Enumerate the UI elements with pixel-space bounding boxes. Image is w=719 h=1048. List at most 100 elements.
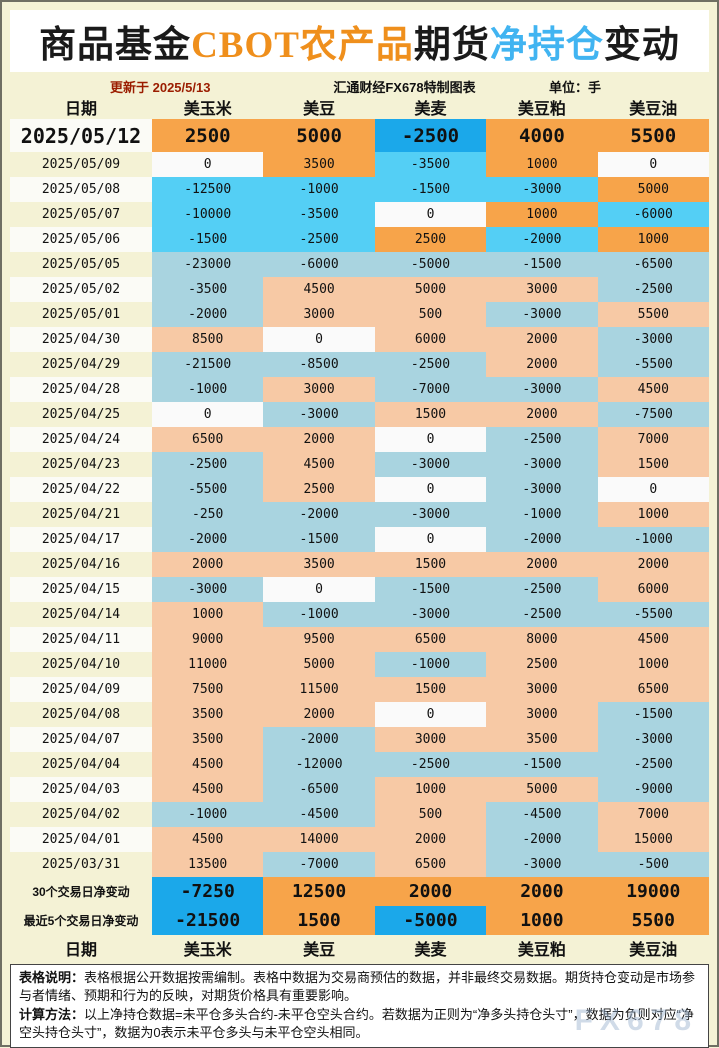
table-row: 2025/04/22 -5500 2500 0 -3000 0 [10,477,709,502]
calc-method-note: 计算方法：以上净持仓数据=未平仓多头合约-未平仓空头合约。若数据为正则为“净多头… [19,1006,700,1043]
summary-value-cell: 2000 [486,877,598,906]
column-header: 美豆 [303,942,336,959]
net-change-cell: -2500 [374,752,487,777]
net-change-cell: 9500 [263,627,375,652]
date-cell: 2025/04/28 [10,377,152,402]
date-cell: 2025/04/08 [41,707,121,722]
column-header: 美麦 [414,942,447,959]
net-change-cell: 6500 [374,852,487,877]
net-change-cell: 2500 [152,119,264,152]
net-change-cell: 3500 [152,702,264,727]
net-change-cell: 2000 [597,552,709,577]
net-change-cell: -1500 [374,577,487,602]
summary-value-cell: 5500 [597,906,709,935]
net-change-cell: -3000 [374,502,487,527]
net-change-cell: 5000 [486,777,598,802]
column-header-row-bottom: 日期 美玉米 美豆 美麦 美豆粕 美豆油 [10,935,709,961]
meta-row: 更新于 2025/5/13 汇通财经FX678特制图表 单位：手 [10,78,709,95]
net-change-cell: 11000 [152,652,264,677]
net-change-cell: 3000 [374,727,487,752]
date-cell: 2025/04/24 [10,427,152,452]
table-row: 2025/04/07 3500 -2000 3000 3500 -3000 [10,727,709,752]
column-header: 日期 [64,942,97,959]
net-change-cell: -1000 [263,602,375,627]
summary-label: 最近5个交易日净变动 [23,914,139,928]
table-row: 2025/05/01 -2000 3000 500 -3000 5500 [10,302,709,327]
net-change-cell: -2000 [486,527,598,552]
date-cell: 2025/04/15 [10,577,152,602]
net-change-cell: -6000 [263,252,375,277]
table-row: 2025/04/28 -1000 3000 -7000 -3000 4500 [10,377,709,402]
date-cell: 2025/04/03 [10,777,152,802]
net-change-cell: 4500 [597,627,709,652]
net-change-cell: -7000 [374,377,487,402]
net-change-cell: 0 [263,327,375,352]
net-change-cell: 4500 [263,277,375,302]
net-change-cell: 5000 [263,652,375,677]
date-cell: 2025/05/05 [41,257,121,272]
net-change-cell: 1500 [374,402,487,427]
net-change-cell: 7500 [152,677,264,702]
net-change-cell: 1000 [374,777,487,802]
net-change-cell: 2000 [374,827,487,852]
net-change-cell: 0 [597,152,709,177]
net-change-cell: -12500 [152,177,264,202]
net-change-cell: 2000 [486,327,598,352]
net-change-cell: -3000 [263,402,375,427]
net-change-cell: 2500 [374,227,487,252]
table-row: 2025/04/16 2000 3500 1500 2000 2000 [10,552,709,577]
net-change-cell: -2000 [152,302,264,327]
net-change-cell: 3500 [263,552,375,577]
table-row: 2025/04/11 9000 9500 6500 8000 4500 [10,627,709,652]
net-change-cell: -23000 [152,252,264,277]
net-change-cell: -1500 [597,702,709,727]
title-segment: 期货 [413,25,490,66]
calc-method-text: 以上净持仓数据=未平仓多头合约-未平仓空头合约。若数据为正则为“净多头持仓头寸”… [19,1006,694,1041]
net-change-cell: 5000 [263,119,375,152]
table-row: 2025/05/06 -1500 -2500 2500 -2000 1000 [10,227,709,252]
net-change-cell: 4500 [152,752,264,777]
net-change-cell: 8500 [152,327,264,352]
net-change-cell: 0 [374,427,487,452]
net-change-cell: -1000 [597,527,709,552]
net-change-cell: -4500 [486,802,598,827]
date-cell: 2025/03/31 [41,857,121,872]
net-change-cell: 4500 [263,452,375,477]
net-change-cell: -2000 [486,227,598,252]
summary-value-cell: 1000 [486,906,598,935]
footer-notes: 表格说明：表格根据公开数据按需编制。表格中数据为交易商预估的数据，并非最终交易数… [10,964,709,1048]
net-change-cell: -250 [152,502,264,527]
net-change-cell: -3000 [374,452,487,477]
date-cell: 2025/04/25 [41,407,121,422]
net-change-cell: 4500 [597,377,709,402]
date-cell: 2025/04/23 [41,457,121,472]
date-cell: 2025/04/17 [10,527,152,552]
table-row: 2025/05/05 -23000 -6000 -5000 -1500 -6500 [10,252,709,277]
column-header: 美豆粕 [517,101,566,118]
net-change-cell: -21500 [152,352,264,377]
summary-value-cell: 19000 [597,877,709,906]
net-change-cell: 6000 [597,577,709,602]
date-cell: 2025/04/10 [41,657,121,672]
net-change-cell: 8000 [486,627,598,652]
column-header: 美豆油 [629,101,678,118]
net-change-cell: -4500 [263,802,375,827]
net-change-cell: -2500 [374,352,487,377]
net-change-cell: -2500 [486,427,598,452]
table-row: 2025/04/01 4500 14000 2000 -2000 15000 [10,827,709,852]
column-header: 美豆粕 [517,942,566,959]
table-row: 2025/04/25 0 -3000 1500 2000 -7500 [10,402,709,427]
net-change-cell: 13500 [152,852,264,877]
summary-value-cell: 1500 [263,906,375,935]
net-change-cell: 15000 [597,827,709,852]
net-change-cell: 14000 [263,827,375,852]
net-change-cell: -8500 [263,352,375,377]
date-cell: 2025/05/08 [10,177,152,202]
net-change-cell: -3000 [374,602,487,627]
net-change-cell: -7000 [263,852,375,877]
net-change-cell: 0 [374,202,487,227]
net-change-cell: 0 [374,702,487,727]
title-segment: 净持仓 [489,25,604,66]
net-change-cell: -2500 [152,452,264,477]
